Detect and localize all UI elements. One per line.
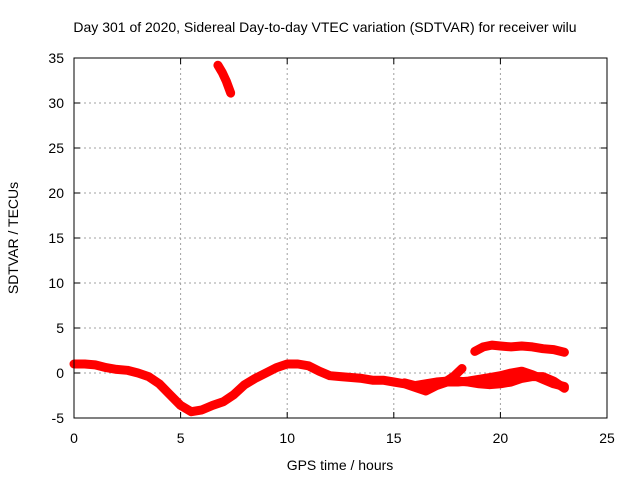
data-point bbox=[507, 369, 515, 377]
data-point bbox=[496, 372, 504, 380]
series-outlier-segment bbox=[213, 60, 236, 98]
data-point bbox=[113, 365, 121, 373]
data-point bbox=[102, 364, 110, 372]
x-tick-label: 15 bbox=[386, 430, 402, 446]
y-tick-label: 15 bbox=[48, 230, 64, 246]
data-point bbox=[479, 343, 487, 351]
data-point bbox=[475, 380, 483, 388]
y-tick-label: 35 bbox=[48, 50, 64, 66]
x-tick-label: 25 bbox=[599, 430, 615, 446]
data-point bbox=[91, 361, 99, 369]
data-point bbox=[305, 362, 313, 370]
data-point bbox=[155, 380, 163, 388]
data-point bbox=[273, 364, 281, 372]
data-point bbox=[518, 374, 526, 382]
y-axis-title: SDTVAR / TECUs bbox=[5, 182, 21, 294]
data-point bbox=[379, 376, 387, 384]
data-point bbox=[550, 377, 558, 385]
data-point bbox=[177, 401, 185, 409]
y-tick-label: 0 bbox=[56, 365, 64, 381]
data-point bbox=[294, 360, 302, 368]
data-point bbox=[507, 343, 515, 351]
chart-title: Day 301 of 2020, Sidereal Day-to-day VTE… bbox=[73, 19, 576, 35]
data-point bbox=[390, 378, 398, 386]
x-tick-label: 10 bbox=[279, 430, 295, 446]
y-tick-label: -5 bbox=[52, 410, 65, 426]
data-point bbox=[432, 378, 440, 386]
data-point bbox=[187, 408, 195, 416]
data-point bbox=[219, 398, 227, 406]
data-point bbox=[227, 89, 235, 97]
data-point bbox=[528, 343, 536, 351]
data-point bbox=[214, 61, 222, 69]
data-point bbox=[230, 391, 238, 399]
data-point bbox=[347, 374, 355, 381]
data-point bbox=[134, 369, 142, 377]
data-point bbox=[368, 376, 376, 384]
data-point bbox=[145, 373, 153, 381]
x-tick-label: 5 bbox=[177, 430, 185, 446]
series-lower-branch bbox=[400, 372, 569, 393]
data-point bbox=[81, 360, 89, 368]
data-point bbox=[241, 381, 249, 389]
data-point bbox=[441, 378, 449, 386]
data-point bbox=[518, 367, 526, 375]
data-point bbox=[358, 374, 366, 382]
data-point bbox=[251, 374, 259, 382]
data-point bbox=[560, 384, 568, 392]
series-layer bbox=[69, 60, 569, 417]
data-point bbox=[123, 366, 131, 374]
data-point bbox=[337, 373, 344, 381]
y-tick-label: 10 bbox=[48, 275, 64, 291]
data-point bbox=[486, 381, 494, 389]
grid-layer bbox=[74, 58, 607, 418]
y-tick-label: 20 bbox=[48, 185, 64, 201]
data-point bbox=[458, 365, 466, 372]
x-tick-label: 20 bbox=[493, 430, 509, 446]
data-point bbox=[550, 346, 558, 354]
data-point bbox=[422, 387, 430, 395]
data-point bbox=[315, 367, 323, 375]
tick-layer bbox=[73, 57, 608, 419]
data-point bbox=[218, 68, 226, 76]
data-point bbox=[449, 373, 457, 381]
data-point bbox=[411, 382, 419, 390]
series-upper-branch bbox=[470, 340, 569, 357]
data-point bbox=[507, 378, 515, 386]
data-point bbox=[496, 380, 504, 388]
data-point bbox=[471, 347, 479, 355]
x-axis-title: GPS time / hours bbox=[287, 457, 394, 473]
data-point bbox=[539, 373, 547, 381]
y-tick-label: 5 bbox=[56, 320, 64, 336]
data-point bbox=[539, 345, 547, 353]
series-upper-branch-scatter bbox=[474, 347, 566, 357]
data-point bbox=[488, 341, 496, 349]
data-point bbox=[166, 391, 174, 399]
data-point bbox=[486, 374, 494, 381]
series-lower-branch-scatter bbox=[403, 378, 566, 393]
data-point bbox=[518, 342, 526, 350]
y-tick-label: 30 bbox=[48, 95, 64, 111]
data-point bbox=[209, 401, 217, 409]
data-point bbox=[422, 380, 430, 388]
data-point bbox=[326, 372, 334, 380]
y-tick-label: 25 bbox=[48, 140, 64, 156]
data-point bbox=[400, 379, 408, 387]
data-point bbox=[262, 369, 270, 377]
data-point bbox=[222, 77, 230, 85]
x-tick-label: 0 bbox=[70, 430, 78, 446]
data-point bbox=[528, 373, 536, 381]
data-point bbox=[283, 360, 291, 368]
data-point bbox=[496, 342, 504, 350]
data-point bbox=[464, 378, 472, 386]
data-point bbox=[560, 348, 568, 356]
data-point bbox=[198, 406, 206, 414]
label-layer: 0 5 10 15 20 25 -5 0 5 10 15 20 25 30 35 bbox=[48, 50, 615, 446]
